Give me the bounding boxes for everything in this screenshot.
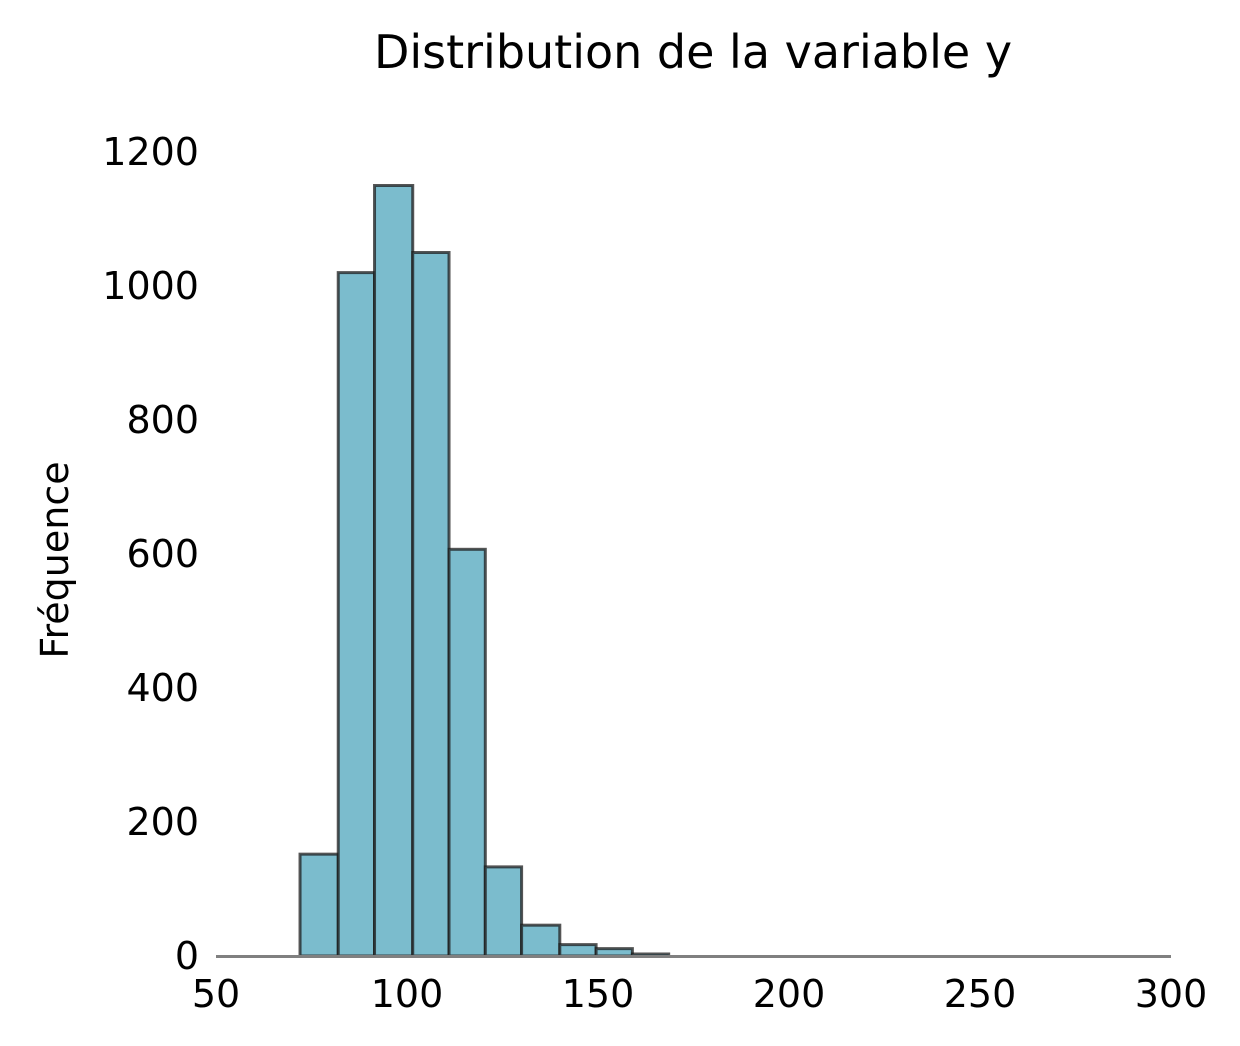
histogram-bar-1 xyxy=(336,271,377,958)
histogram-bar-0 xyxy=(298,852,340,958)
histogram-bar-3 xyxy=(411,251,451,958)
x-tick-label: 300 xyxy=(1135,972,1208,1016)
y-tick-label: 0 xyxy=(175,934,199,978)
x-tick-label: 200 xyxy=(753,972,826,1016)
y-tick-label: 1200 xyxy=(102,130,199,174)
y-tick-label: 600 xyxy=(126,532,199,576)
chart-title: Distribution de la variable y xyxy=(374,25,1012,79)
histogram-bar-2 xyxy=(373,184,415,958)
y-tick-label: 400 xyxy=(126,666,199,710)
histogram-bar-7 xyxy=(558,943,598,958)
x-tick-labels: 50 100 150 200 250 300 xyxy=(192,972,1207,1016)
y-tick-label: 1000 xyxy=(102,264,199,308)
x-tick-label: 150 xyxy=(562,972,635,1016)
histogram-bar-6 xyxy=(520,923,562,958)
x-tick-label: 50 xyxy=(192,972,240,1016)
bars-group xyxy=(298,184,671,958)
histogram-bar-8 xyxy=(594,947,634,958)
y-tick-label: 800 xyxy=(126,398,199,442)
x-tick-label: 250 xyxy=(944,972,1017,1016)
y-tick-labels: 0 200 400 600 800 1000 1200 xyxy=(102,130,199,978)
y-tick-label: 200 xyxy=(126,800,199,844)
histogram-bar-4 xyxy=(447,547,487,958)
x-tick-label: 100 xyxy=(371,972,444,1016)
histogram-bar-5 xyxy=(483,865,524,958)
y-axis-label: Fréquence xyxy=(33,461,77,658)
